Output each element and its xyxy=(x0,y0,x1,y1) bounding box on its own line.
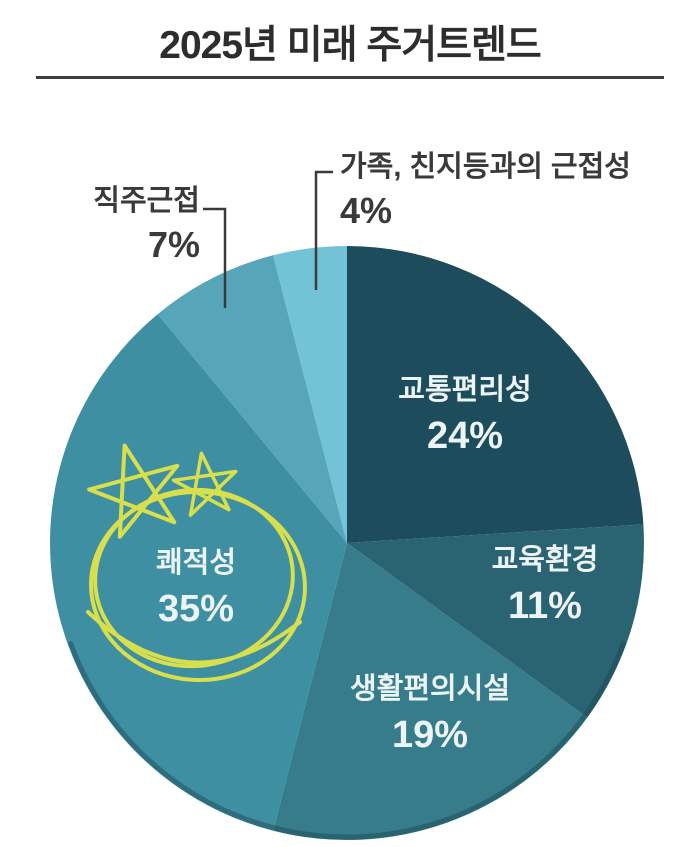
title-underline xyxy=(36,76,664,79)
pie-segment-5 xyxy=(157,255,347,544)
pie-segment-4 xyxy=(50,314,347,831)
segment-pct-1: 24% xyxy=(427,415,503,457)
pie-segment-6 xyxy=(273,245,347,544)
callout-line-family xyxy=(314,170,333,290)
segment-label-4: 쾌적성 xyxy=(156,546,236,579)
outside-label-family-pct: 4% xyxy=(340,190,393,232)
segment-label-3: 생활편의시설 xyxy=(350,672,510,705)
outside-label-family-text: 가족, 친지등과의 근접성 xyxy=(340,151,631,183)
pie-segment-2 xyxy=(347,524,644,718)
highlight-circle-loop-1 xyxy=(93,487,295,669)
outside-label-jikju-pct: 7% xyxy=(147,224,200,266)
callout-line-jikju xyxy=(203,207,227,308)
pie-wedges: 교통편리성 24% 교육환경 11% 생활편의시설 19% 쾌적성 35% xyxy=(50,245,644,841)
segment-pct-3: 19% xyxy=(392,714,468,756)
segment-pct-4: 35% xyxy=(158,588,234,630)
highlight-circle-loop-2 xyxy=(89,489,307,683)
chart-title: 2025년 미래 주거트렌드 xyxy=(159,24,541,67)
segment-pct-2: 11% xyxy=(508,585,582,627)
outside-label-jikju-text: 직주근접 xyxy=(93,185,200,217)
outside-label-family-proximity: 가족, 친지등과의 근접성 4% xyxy=(340,152,631,232)
pie-segment-3 xyxy=(273,543,588,841)
segment-label-1: 교통편리성 xyxy=(398,373,531,406)
pie-bottom-rim xyxy=(68,641,626,840)
outside-label-jikju-geunjeop: 직주근접 7% xyxy=(93,186,200,266)
segment-label-2: 교육환경 xyxy=(492,543,599,576)
highlight-circle-tail xyxy=(86,610,302,665)
pie-segment-1 xyxy=(347,246,644,543)
highlight-annotation xyxy=(86,443,307,683)
star-icon-small xyxy=(171,451,238,517)
star-icon-large xyxy=(87,443,180,539)
